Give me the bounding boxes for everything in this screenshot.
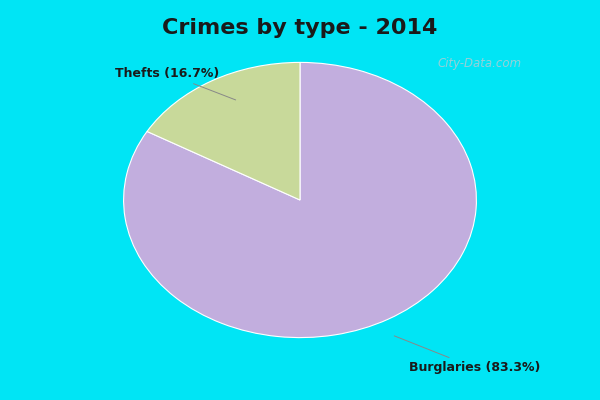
Text: Thefts (16.7%): Thefts (16.7%) — [115, 67, 236, 100]
Text: Burglaries (83.3%): Burglaries (83.3%) — [394, 336, 541, 374]
Text: City-Data.com: City-Data.com — [438, 58, 522, 70]
Text: Crimes by type - 2014: Crimes by type - 2014 — [163, 18, 437, 38]
Wedge shape — [124, 62, 476, 338]
Wedge shape — [147, 62, 300, 200]
